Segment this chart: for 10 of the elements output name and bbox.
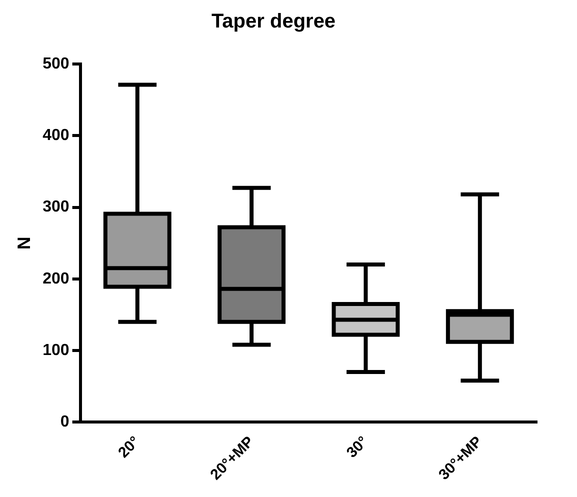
y-axis-title: N — [14, 236, 34, 250]
y-tick-label: 200 — [42, 270, 70, 288]
x-tick-label: 30° — [343, 433, 372, 462]
x-tick-label: 20° — [115, 433, 144, 462]
y-tick-label: 400 — [42, 127, 70, 144]
y-tick-label: 0 — [60, 414, 70, 431]
chart-title: Taper degree — [211, 10, 336, 33]
y-tick-label: 500 — [42, 55, 70, 72]
y-tick-label: 300 — [42, 198, 70, 216]
y-tick-label: 100 — [42, 342, 70, 359]
